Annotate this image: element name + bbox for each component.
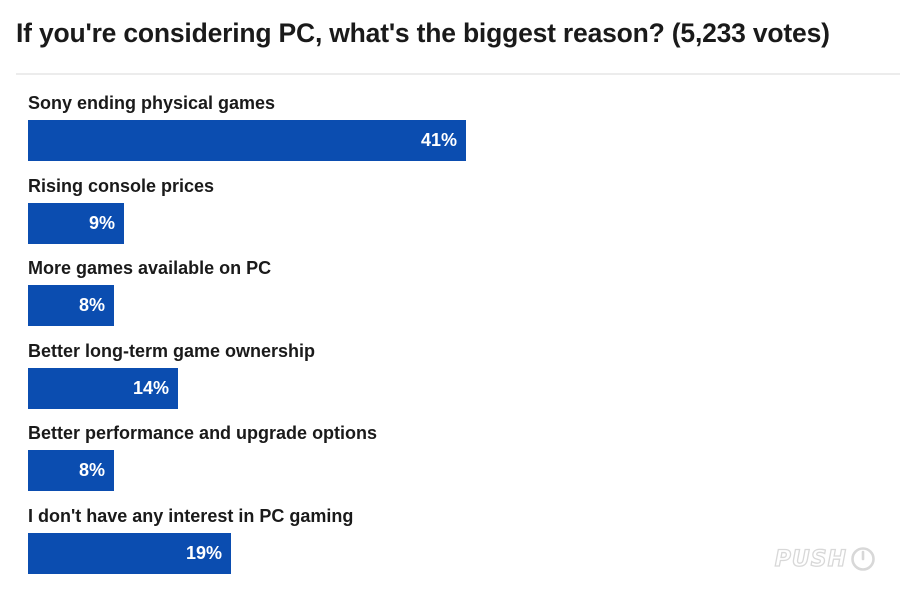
chart-title: If you're considering PC, what's the big… <box>16 18 830 48</box>
bar-value-label: 14% <box>132 377 169 398</box>
bar: 8% <box>28 450 114 491</box>
bar-value-label: 9% <box>88 212 115 233</box>
bar: 9% <box>28 202 124 244</box>
bar: 14% <box>28 367 178 409</box>
bar: 8% <box>28 285 114 326</box>
title-divider <box>16 73 900 75</box>
category-label: More games available on PC <box>28 258 272 278</box>
bar-value-label: 8% <box>78 295 105 315</box>
bar-value-label: 41% <box>420 130 457 150</box>
bar: 19% <box>28 532 231 574</box>
poll-bar-chart: Sony ending physical games 41% Rising cons… <box>28 0 888 590</box>
category-label: Better performance and upgrade options <box>28 423 378 443</box>
category-label: Rising console prices <box>28 175 215 196</box>
category-label: I don't have any interest in PC gaming <box>28 505 354 526</box>
bar: 41% <box>28 120 466 161</box>
bar-value-label: 19% <box>185 542 222 563</box>
power-icon <box>851 547 875 571</box>
category-label: Better long-term game ownership <box>28 340 316 361</box>
push-watermark: PUSH <box>774 546 876 572</box>
watermark-text: PUSH <box>774 546 847 572</box>
bar-value-label: 8% <box>78 460 105 480</box>
category-label: Sony ending physical games <box>28 93 276 113</box>
